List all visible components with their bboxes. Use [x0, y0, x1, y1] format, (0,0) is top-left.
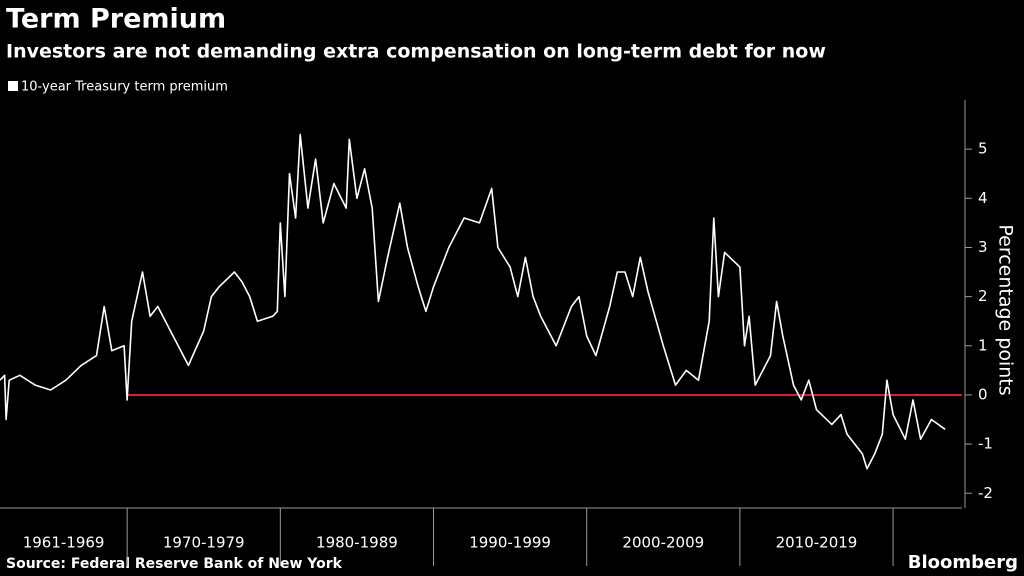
x-period-label: 1990-1999 — [469, 534, 551, 552]
y-tick-label: 5 — [978, 140, 988, 158]
y-tick-label: 4 — [978, 189, 988, 207]
x-period-label: 1980-1989 — [316, 534, 398, 552]
brand: Bloomberg — [908, 552, 1018, 573]
y-tick-label: 2 — [978, 287, 988, 305]
y-tick-label: 0 — [978, 385, 988, 403]
y-axis-label: Percentage points — [995, 224, 1017, 395]
x-period-label: 1970-1979 — [163, 534, 245, 552]
y-tick-label: 3 — [978, 238, 988, 256]
y-tick-label: -1 — [978, 435, 993, 453]
legend-label: 10-year Treasury term premium — [21, 80, 228, 95]
chart-subtitle: Investors are not demanding extra compen… — [6, 41, 826, 63]
x-period-label: 1961-1969 — [23, 534, 105, 552]
data-line — [0, 133, 946, 470]
x-period-label: 2010-2019 — [776, 534, 858, 552]
x-period-label: 2000-2009 — [622, 534, 704, 552]
y-tick-label: 1 — [978, 336, 988, 354]
y-tick-label: -2 — [978, 484, 993, 502]
source: Source: Federal Reserve Bank of New York — [6, 556, 343, 572]
legend-swatch — [8, 81, 18, 91]
chart-title: Term Premium — [6, 4, 226, 35]
